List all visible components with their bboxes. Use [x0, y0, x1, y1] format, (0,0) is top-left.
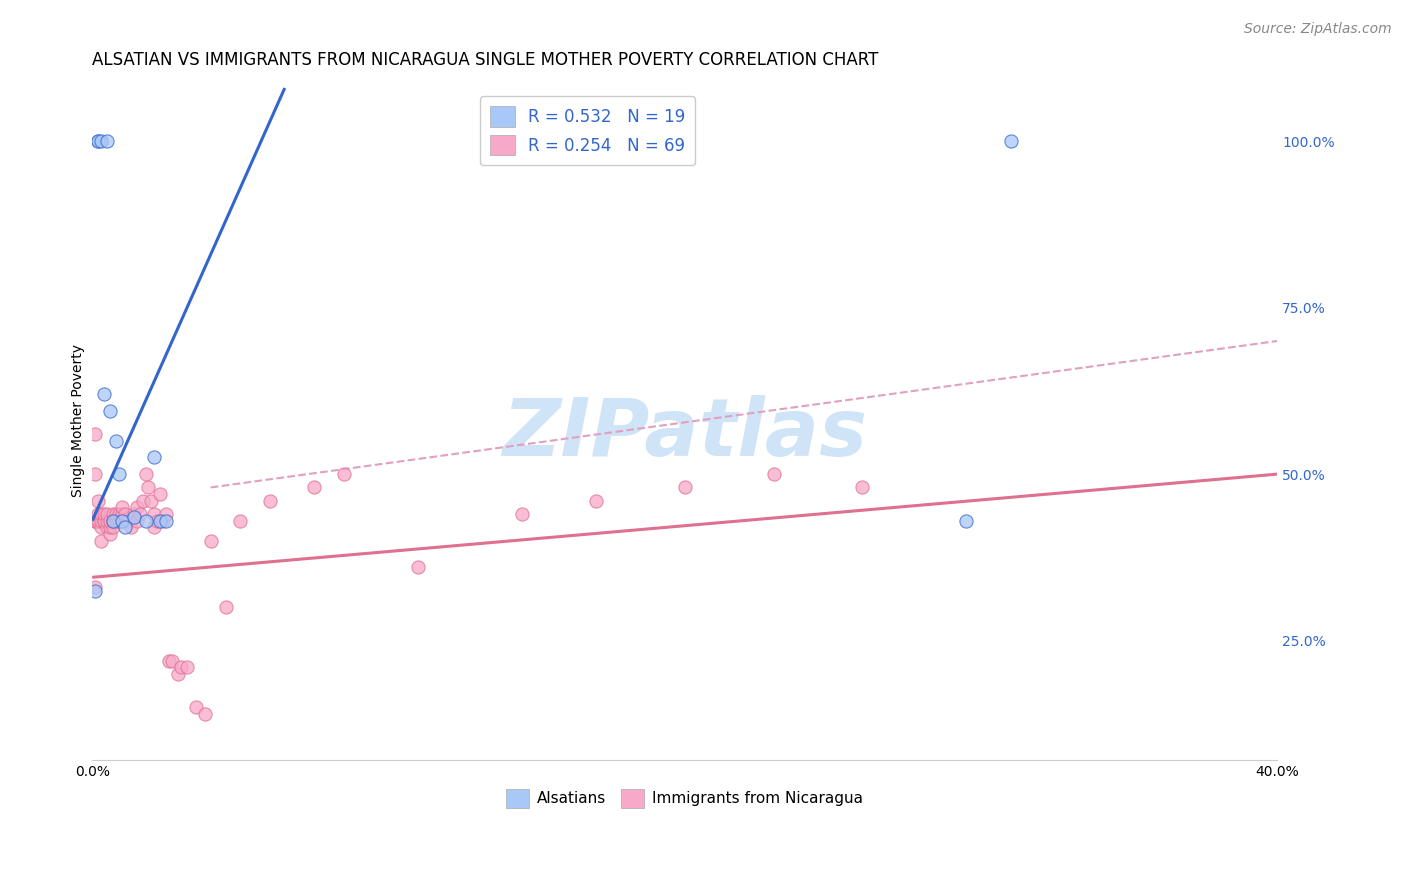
- Point: [93, 514, 115, 528]
- Point: [149, 487, 172, 501]
- Point: [134, 514, 156, 528]
- Point: [111, 514, 134, 528]
- Point: [87, 134, 110, 148]
- Point: [155, 514, 177, 528]
- Point: [149, 514, 172, 528]
- Point: [93, 507, 115, 521]
- Point: [128, 507, 150, 521]
- Point: [194, 706, 217, 721]
- Point: [120, 520, 142, 534]
- Point: [96, 507, 118, 521]
- Point: [98, 527, 121, 541]
- Point: [851, 480, 873, 494]
- Point: [104, 514, 127, 528]
- Point: [114, 507, 136, 521]
- Point: [1000, 134, 1022, 148]
- Point: [98, 520, 121, 534]
- Point: [138, 480, 160, 494]
- Point: [96, 520, 118, 534]
- Point: [125, 514, 148, 528]
- Point: [131, 493, 153, 508]
- Point: [93, 514, 115, 528]
- Point: [111, 500, 134, 515]
- Point: [214, 600, 236, 615]
- Point: [200, 533, 222, 548]
- Text: ZIPatlas: ZIPatlas: [502, 395, 868, 474]
- Point: [101, 514, 124, 528]
- Point: [111, 514, 134, 528]
- Point: [111, 507, 134, 521]
- Point: [406, 560, 429, 574]
- Point: [122, 507, 145, 521]
- Point: [585, 493, 607, 508]
- Point: [152, 514, 174, 528]
- Point: [141, 493, 163, 508]
- Point: [167, 666, 190, 681]
- Point: [101, 520, 124, 534]
- Point: [87, 514, 110, 528]
- Point: [90, 520, 112, 534]
- Point: [84, 580, 107, 594]
- Point: [510, 507, 533, 521]
- Point: [122, 510, 145, 524]
- Point: [87, 507, 110, 521]
- Point: [90, 507, 112, 521]
- Point: [157, 653, 180, 667]
- Point: [87, 134, 110, 148]
- Point: [96, 514, 118, 528]
- Point: [108, 467, 131, 482]
- Point: [108, 507, 131, 521]
- Point: [87, 493, 110, 508]
- Point: [84, 514, 107, 528]
- Y-axis label: Single Mother Poverty: Single Mother Poverty: [72, 344, 86, 498]
- Point: [84, 427, 107, 442]
- Point: [108, 514, 131, 528]
- Point: [96, 134, 118, 148]
- Point: [304, 480, 326, 494]
- Point: [259, 493, 281, 508]
- Point: [170, 660, 193, 674]
- Point: [98, 514, 121, 528]
- Point: [101, 514, 124, 528]
- Point: [125, 500, 148, 515]
- Point: [84, 514, 107, 528]
- Point: [146, 514, 169, 528]
- Point: [101, 507, 124, 521]
- Point: [155, 507, 177, 521]
- Point: [90, 514, 112, 528]
- Point: [87, 514, 110, 528]
- Point: [176, 660, 198, 674]
- Point: [104, 434, 127, 448]
- Point: [104, 507, 127, 521]
- Point: [143, 507, 166, 521]
- Text: Source: ZipAtlas.com: Source: ZipAtlas.com: [1244, 22, 1392, 37]
- Point: [229, 514, 252, 528]
- Point: [84, 583, 107, 598]
- Point: [84, 467, 107, 482]
- Point: [84, 514, 107, 528]
- Point: [117, 514, 139, 528]
- Point: [134, 467, 156, 482]
- Point: [160, 653, 183, 667]
- Point: [762, 467, 785, 482]
- Point: [114, 520, 136, 534]
- Point: [90, 533, 112, 548]
- Point: [143, 520, 166, 534]
- Point: [90, 134, 112, 148]
- Point: [184, 700, 207, 714]
- Point: [98, 404, 121, 418]
- Legend: Alsatians, Immigrants from Nicaragua: Alsatians, Immigrants from Nicaragua: [501, 783, 869, 814]
- Point: [955, 514, 977, 528]
- Point: [93, 387, 115, 401]
- Point: [143, 450, 166, 465]
- Point: [333, 467, 356, 482]
- Point: [673, 480, 696, 494]
- Text: ALSATIAN VS IMMIGRANTS FROM NICARAGUA SINGLE MOTHER POVERTY CORRELATION CHART: ALSATIAN VS IMMIGRANTS FROM NICARAGUA SI…: [93, 51, 879, 69]
